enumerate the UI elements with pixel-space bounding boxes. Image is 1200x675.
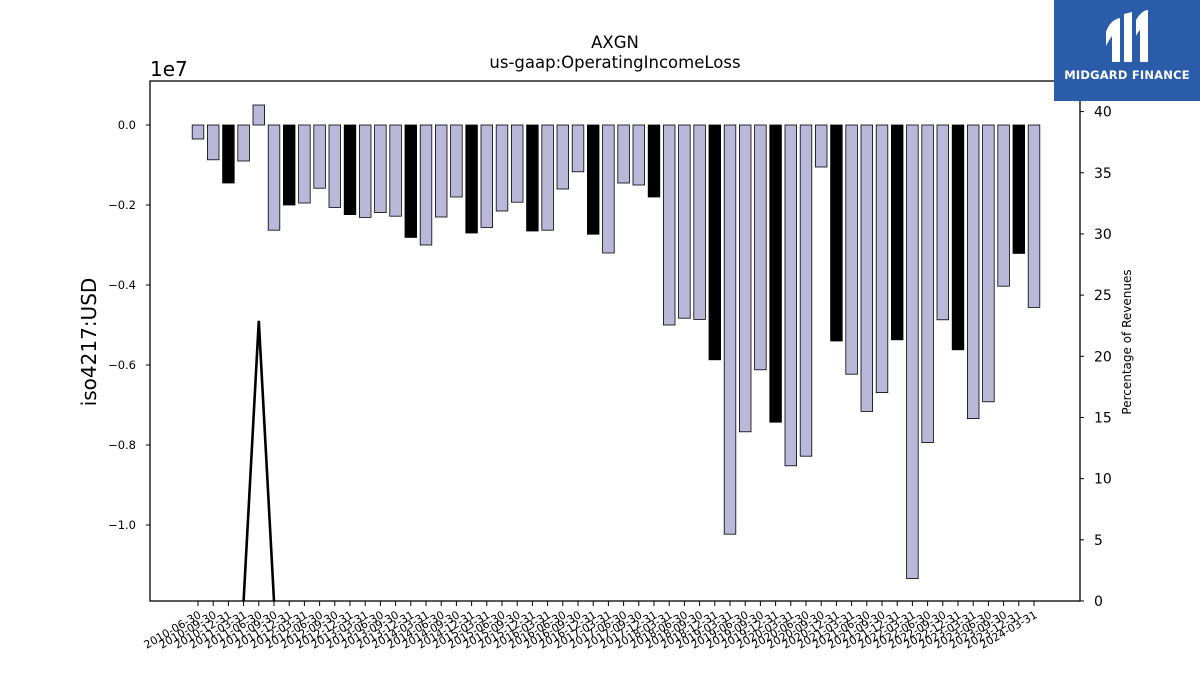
logo-text: MIDGARD FINANCE (1064, 68, 1190, 82)
bar (374, 124, 387, 213)
bar (860, 124, 874, 412)
bar (267, 124, 281, 231)
bar (1012, 124, 1026, 254)
bar (997, 124, 1010, 287)
bar (875, 124, 889, 394)
bar (921, 124, 934, 444)
bar (222, 124, 235, 184)
bar (906, 124, 919, 580)
bar (526, 124, 539, 232)
bars-layer (191, 104, 1041, 580)
bar (450, 124, 463, 198)
y2-tick-label: 30 (1094, 227, 1112, 243)
bar (693, 124, 706, 320)
y-axis-label: iso4217:USD (77, 278, 101, 407)
bar (587, 124, 600, 235)
bar (358, 124, 372, 218)
y-tick-label: −0.2 (108, 198, 136, 212)
y2-tick-label: 20 (1094, 349, 1112, 365)
bar (191, 124, 205, 140)
bar (815, 124, 828, 168)
y-tick-label: −0.4 (108, 278, 136, 292)
y-tick-label: −0.8 (108, 438, 136, 452)
bar (1027, 124, 1041, 308)
bar (465, 124, 478, 234)
bar (678, 124, 691, 319)
percentage-line (242, 320, 276, 602)
line-layer (242, 320, 276, 602)
bar (510, 124, 524, 203)
y2-tick-label: 10 (1094, 472, 1112, 488)
bar (632, 124, 646, 186)
y2-tick-label: 40 (1094, 105, 1112, 121)
bar (541, 124, 554, 231)
bar (237, 124, 250, 162)
bar (252, 104, 266, 126)
bar (982, 124, 995, 403)
y2-tick-label: 5 (1094, 533, 1103, 549)
bar (769, 124, 782, 423)
logo-mark-icon (1106, 10, 1148, 62)
axes-layer: −1.0−0.8−0.6−0.4−0.20.005101520253035402… (108, 80, 1112, 652)
y-tick-label: −1.0 (108, 518, 136, 532)
y2-tick-label: 25 (1094, 288, 1112, 304)
y-offset-label: 1e7 (150, 57, 188, 81)
bar (663, 124, 676, 326)
bar (602, 124, 615, 254)
bar (571, 124, 585, 173)
bar (434, 124, 448, 218)
bar (328, 124, 342, 208)
bar (480, 124, 494, 228)
bar (723, 124, 737, 535)
y2-axis-label: Percentage of Revenues (1120, 269, 1134, 414)
bar (282, 124, 296, 206)
bar (951, 124, 965, 351)
bar (754, 124, 767, 371)
bar (556, 124, 570, 190)
chart-subtitle: us-gaap:OperatingIncomeLoss (489, 53, 740, 72)
bar (389, 124, 402, 217)
bar (404, 124, 418, 238)
brand-logo: MIDGARD FINANCE (1054, 0, 1200, 101)
bar (799, 124, 813, 457)
y2-tick-label: 15 (1094, 410, 1112, 426)
y2-tick-label: 35 (1094, 166, 1112, 182)
bar (495, 124, 509, 212)
bar (891, 124, 904, 341)
plot-frame (149, 80, 1081, 602)
bar (647, 124, 661, 198)
bar (967, 124, 980, 420)
bar (419, 124, 433, 246)
bar (936, 124, 950, 321)
bar (343, 124, 357, 215)
bar (830, 124, 843, 342)
chart-title: AXGN (591, 33, 639, 52)
y-tick-label: 0.0 (118, 118, 136, 132)
bar (206, 124, 220, 161)
bar (617, 124, 630, 184)
bar (708, 124, 722, 361)
bar (845, 124, 858, 375)
bar (784, 124, 798, 467)
bar (739, 124, 752, 433)
y-tick-label: −0.6 (108, 358, 136, 372)
y2-tick-label: 0 (1094, 594, 1103, 610)
bar (313, 124, 326, 189)
bar (298, 124, 311, 204)
